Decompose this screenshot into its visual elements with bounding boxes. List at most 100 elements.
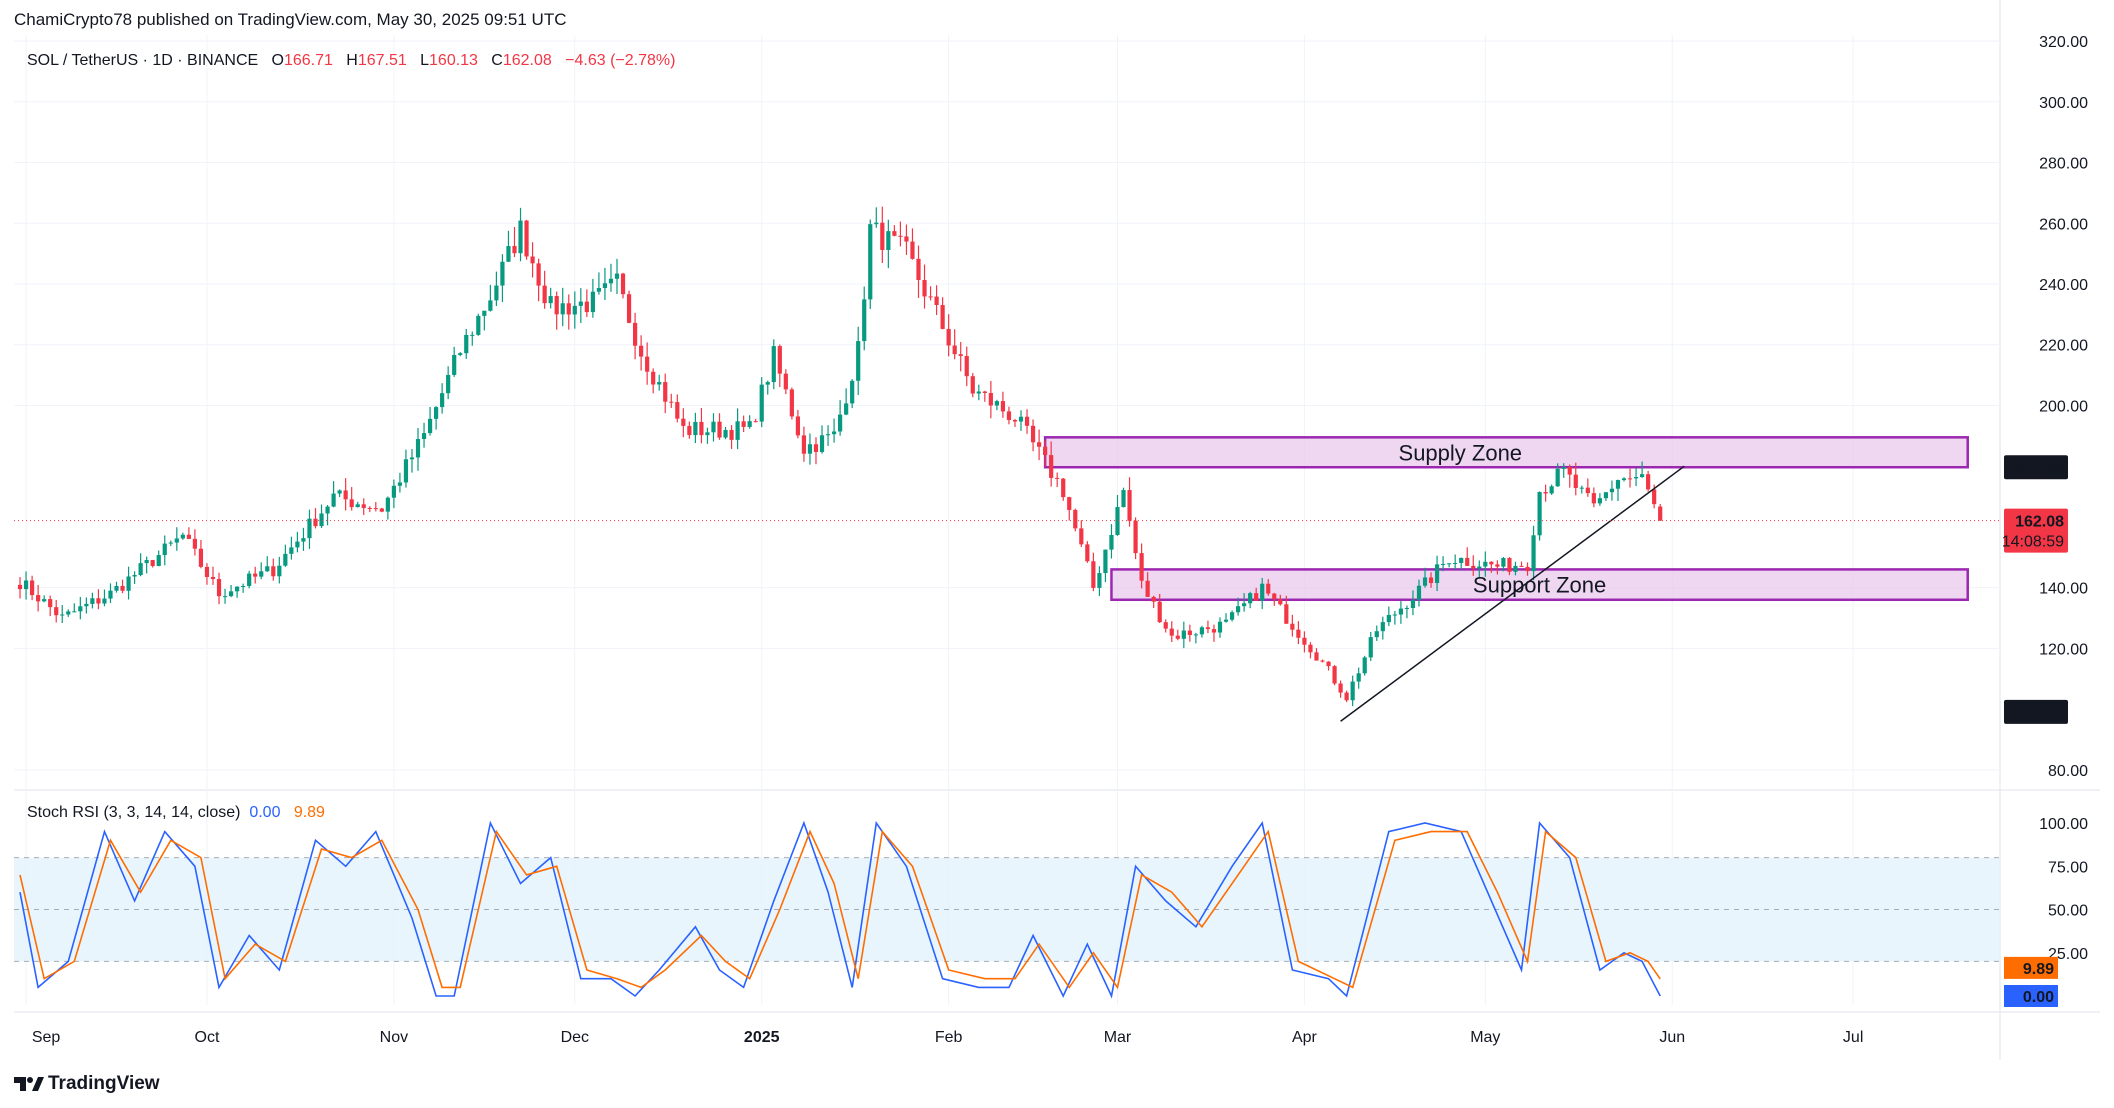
candle xyxy=(1030,419,1036,452)
candle xyxy=(409,448,415,473)
candle xyxy=(1428,572,1434,588)
candle-body xyxy=(1290,623,1295,630)
candle-body xyxy=(1079,528,1084,545)
candle-body xyxy=(132,574,137,577)
candle-body xyxy=(1350,681,1355,701)
candle-body xyxy=(717,421,722,438)
candle xyxy=(1314,648,1319,661)
candle-body xyxy=(946,328,951,346)
candle-body xyxy=(1284,604,1289,624)
candle xyxy=(1272,592,1277,606)
candle xyxy=(952,329,957,360)
candle-body xyxy=(421,433,427,440)
candle xyxy=(434,406,439,430)
candle xyxy=(976,384,981,401)
candle xyxy=(868,219,873,309)
candle-body xyxy=(645,356,650,372)
candle-body xyxy=(1374,631,1379,638)
candle-body xyxy=(361,504,366,508)
candle-body xyxy=(1392,614,1397,616)
candle xyxy=(1441,556,1446,572)
candle xyxy=(892,225,897,237)
candle xyxy=(440,383,445,414)
symbol-name[interactable]: SOL / TetherUS · 1D · BINANCE xyxy=(27,52,259,69)
candle-body xyxy=(753,421,758,423)
price-tick-label: 260.00 xyxy=(2039,216,2088,233)
candle xyxy=(1368,631,1373,661)
candle-body xyxy=(1441,563,1446,565)
candle-body xyxy=(801,435,807,454)
candle xyxy=(1525,562,1530,576)
candle-body xyxy=(228,591,234,597)
candle xyxy=(970,373,975,398)
current-price-marker-countdown: 14:08:59 xyxy=(2002,534,2064,551)
stoch-k-marker: 0.00 xyxy=(2004,985,2058,1007)
candle xyxy=(500,254,505,303)
candle xyxy=(1404,605,1410,619)
candle xyxy=(1537,491,1542,541)
candle xyxy=(168,540,173,547)
candle xyxy=(1380,616,1385,640)
candle-body xyxy=(1453,563,1458,565)
candle xyxy=(530,242,535,278)
candle-body xyxy=(277,565,282,577)
candle xyxy=(856,326,861,395)
candle xyxy=(1121,487,1126,508)
candle xyxy=(494,271,499,307)
stoch-rsi-name[interactable]: Stoch RSI (3, 3, 14, 14, close) xyxy=(27,804,241,821)
candle-body xyxy=(494,285,499,301)
candle xyxy=(825,425,831,446)
time-axis-label: Mar xyxy=(1104,1029,1132,1046)
candle-body xyxy=(1024,416,1030,426)
candle-body xyxy=(210,576,216,580)
candle xyxy=(602,267,608,300)
candle xyxy=(17,577,23,599)
candle-body xyxy=(735,421,740,440)
candle-body xyxy=(470,334,475,336)
candle xyxy=(566,294,571,330)
candle xyxy=(108,583,113,604)
stoch-d-marker: 9.89 xyxy=(2004,956,2058,979)
candle-body xyxy=(440,393,445,408)
stoch-tick-label: 100.00 xyxy=(2039,816,2088,833)
candle xyxy=(1235,597,1241,616)
candle-body xyxy=(560,303,565,315)
candle xyxy=(1290,614,1295,637)
candle xyxy=(1308,642,1313,659)
candle-body xyxy=(626,294,632,323)
candle xyxy=(90,592,95,609)
candle xyxy=(349,487,354,511)
candle xyxy=(470,331,475,346)
candle-body xyxy=(144,560,149,564)
candle-body xyxy=(1302,637,1307,645)
candle xyxy=(1302,631,1307,653)
candle-body xyxy=(542,285,547,304)
candle xyxy=(228,585,234,598)
candle xyxy=(204,563,210,585)
candle xyxy=(1561,463,1566,478)
candle xyxy=(337,489,342,497)
candle xyxy=(319,504,324,528)
candle-body xyxy=(1049,455,1054,478)
candle-body xyxy=(1567,466,1572,475)
candle xyxy=(1350,675,1355,707)
candle-body xyxy=(1091,561,1096,588)
candle xyxy=(723,426,728,440)
candle-body xyxy=(1199,627,1205,635)
candle-body xyxy=(819,435,825,453)
candle-body xyxy=(96,598,101,604)
candle xyxy=(1049,441,1054,487)
candle xyxy=(235,586,240,598)
candle-body xyxy=(1579,487,1584,489)
candle xyxy=(1615,479,1621,502)
candle-body xyxy=(1163,622,1168,629)
candle-body xyxy=(500,261,505,286)
candle xyxy=(1006,406,1012,425)
candle xyxy=(482,310,487,331)
candle xyxy=(898,221,903,247)
candle xyxy=(259,562,264,580)
candle-body xyxy=(373,508,378,510)
candle-body xyxy=(17,584,23,590)
tradingview-logo[interactable]: TradingView xyxy=(14,1073,160,1095)
